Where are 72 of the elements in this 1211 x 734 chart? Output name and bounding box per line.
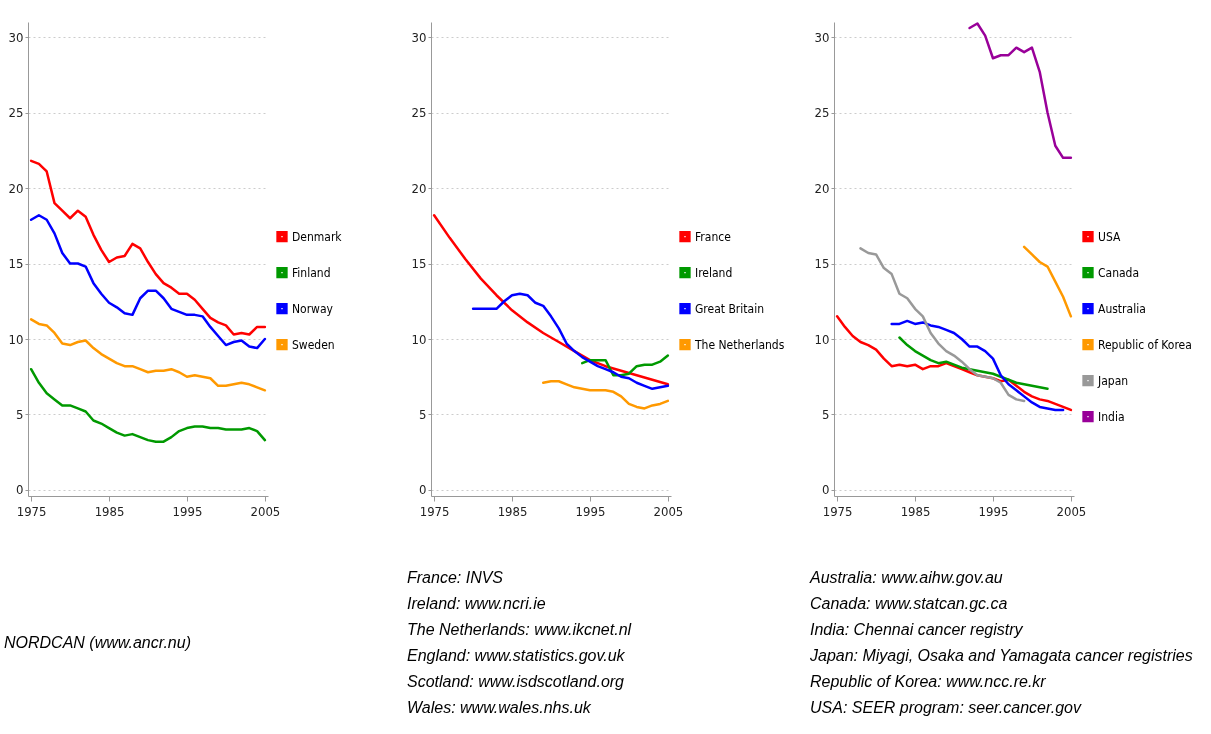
legend-label: Canada (1098, 265, 1140, 280)
y-tick-label: 25 (814, 105, 830, 121)
x-tick-label: 2005 (250, 503, 281, 519)
legend-label: Ireland (695, 265, 733, 280)
y-tick-label: 0 (822, 482, 830, 498)
line-series (29, 159, 267, 336)
x-tick-label: 1975 (822, 503, 853, 519)
y-tick-label: 0 (419, 482, 427, 498)
y-tick-label: 20 (411, 180, 427, 196)
y-tick-label: 30 (8, 29, 24, 45)
y-tick-label: 20 (8, 180, 24, 196)
x-tick-label: 1975 (419, 503, 450, 519)
y-tick-label: 15 (411, 256, 427, 272)
x-tick-label: 2005 (653, 503, 684, 519)
y-tick-label: 30 (814, 29, 830, 45)
y-tick-label: 10 (814, 331, 830, 347)
legend-label: Denmark (292, 229, 343, 244)
line-series (471, 292, 670, 391)
line-series (29, 318, 267, 392)
legend-label: Australia (1098, 301, 1146, 316)
line-series (29, 213, 267, 350)
text: Japan: Miyagi, Osaka and Yamagata cancer registries (810, 645, 1194, 666)
line-series (432, 213, 670, 386)
legend-label: Republic of Korea (1098, 337, 1192, 352)
text: The Netherlands: www.ikcnet.nl (407, 619, 633, 640)
y-tick-label: 0 (16, 482, 24, 498)
text: Canada: www.statcan.gc.ca (810, 593, 1009, 614)
line-series (29, 367, 267, 443)
legend-label: The Netherlands (694, 337, 785, 352)
y-tick-label: 10 (8, 331, 24, 347)
legend-label: Sweden (292, 337, 335, 352)
x-tick-label: 1985 (94, 503, 125, 519)
x-tick-label: 1975 (16, 503, 47, 519)
x-tick-label: 1995 (978, 503, 1009, 519)
y-tick-label: 25 (8, 105, 24, 121)
legend-label: Japan (1097, 373, 1129, 388)
legend-label: Norway (292, 301, 334, 316)
legend-label: Finland (292, 265, 331, 280)
legend-label: Great Britain (695, 301, 764, 316)
line-series (968, 22, 1073, 160)
y-tick-label: 15 (8, 256, 24, 272)
text: Scotland: www.isdscotland.org (407, 671, 625, 692)
text: India: Chennai cancer registry (810, 619, 1024, 640)
text: Ireland: www.ncri.ie (407, 593, 547, 614)
text: Republic of Korea: www.ncc.re.kr (810, 671, 1047, 692)
y-tick-label: 5 (16, 406, 24, 422)
text: USA: SEER program: seer.cancer.gov (810, 697, 1083, 718)
line-series (898, 336, 1049, 391)
x-tick-label: 1995 (172, 503, 203, 519)
y-tick-label: 25 (411, 105, 427, 121)
text: England: www.statistics.gov.uk (407, 645, 626, 666)
text: Wales: www.wales.nhs.uk (407, 697, 592, 718)
y-tick-label: 15 (814, 256, 830, 272)
text: Australia: www.aihw.gov.au (810, 567, 1004, 588)
text: France: INVS (407, 567, 505, 588)
text: NORDCAN (www.ancr.nu) (4, 632, 192, 653)
y-tick-label: 5 (822, 406, 830, 422)
line-series (541, 380, 670, 410)
x-tick-label: 1995 (575, 503, 606, 519)
x-tick-label: 1985 (497, 503, 528, 519)
y-tick-label: 5 (419, 406, 427, 422)
legend-label: India (1098, 409, 1125, 424)
x-tick-label: 1985 (900, 503, 931, 519)
line-series (859, 247, 1026, 403)
line-series (1022, 245, 1073, 318)
x-tick-label: 2005 (1056, 503, 1087, 519)
line-series (890, 319, 1065, 412)
y-tick-label: 20 (814, 180, 830, 196)
y-tick-label: 30 (411, 29, 427, 45)
legend-label: France (695, 229, 732, 244)
y-tick-label: 10 (411, 331, 427, 347)
legend-label: USA (1098, 229, 1121, 244)
